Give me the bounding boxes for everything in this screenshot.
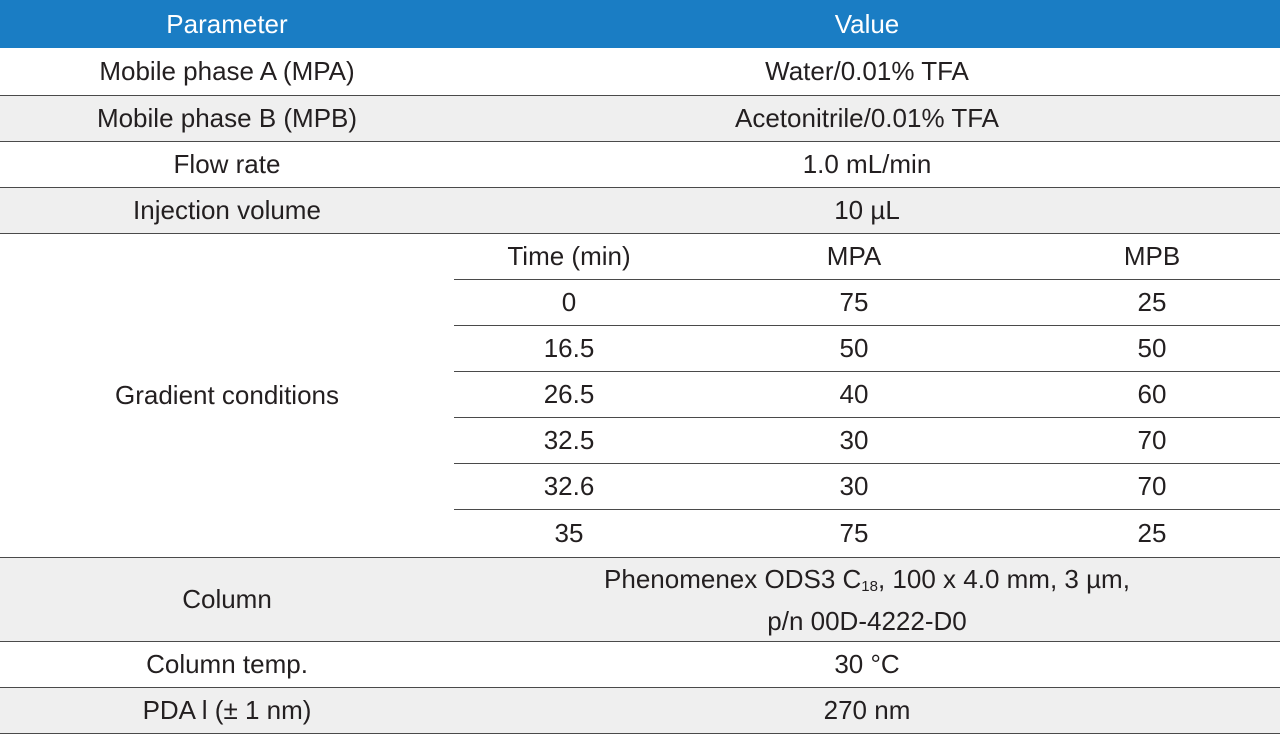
gradient-mpb: 50 <box>1137 333 1167 363</box>
gradient-time: 16.5 <box>543 333 595 363</box>
gradient-row: Gradient conditions Time (min) MPA MPB 0… <box>0 234 1280 558</box>
param-cell: Mobile phase A (MPA) <box>99 56 355 86</box>
column-value-line1: Phenomenex ODS3 C18, 100 x 4.0 mm, 3 µm, <box>604 562 1130 604</box>
gradient-col-mpa: MPA <box>826 241 882 271</box>
value-cell: Water/0.01% TFA <box>765 56 969 86</box>
gradient-mpa: 50 <box>839 333 869 363</box>
header-value: Value <box>834 8 900 39</box>
gradient-header-row: Time (min) MPA MPB <box>454 234 1280 280</box>
gradient-col-mpb: MPB <box>1123 241 1181 271</box>
value-cell: Acetonitrile/0.01% TFA <box>735 103 999 133</box>
param-cell: Column temp. <box>146 649 308 679</box>
table-header-row: Parameter Value <box>0 0 1280 48</box>
table-row: Flow rate 1.0 mL/min <box>0 142 1280 188</box>
gradient-time: 35 <box>554 517 584 548</box>
table-row: Injection volume 10 µL <box>0 188 1280 234</box>
gradient-step-row: 35 75 25 <box>454 510 1280 556</box>
gradient-time: 32.6 <box>543 471 595 501</box>
gradient-param-cell: Gradient conditions <box>114 380 340 410</box>
gradient-mpa: 30 <box>839 471 869 501</box>
column-value-prefix: Phenomenex ODS3 C <box>604 563 862 594</box>
table-row: Column temp. 30 °C <box>0 642 1280 688</box>
table-row: PDA l (± 1 nm) 270 nm <box>0 688 1280 734</box>
gradient-step-row: 32.6 30 70 <box>454 464 1280 510</box>
column-value-cell: Phenomenex ODS3 C18, 100 x 4.0 mm, 3 µm,… <box>454 558 1280 641</box>
gradient-mpb: 25 <box>1137 517 1167 548</box>
gradient-step-row: 26.5 40 60 <box>454 372 1280 418</box>
param-cell: Column <box>182 584 272 614</box>
table-row: Mobile phase B (MPB) Acetonitrile/0.01% … <box>0 96 1280 142</box>
param-cell: Mobile phase B (MPB) <box>96 103 358 133</box>
value-cell: 30 °C <box>834 649 900 679</box>
value-cell: 1.0 mL/min <box>802 149 932 179</box>
gradient-time: 0 <box>561 287 577 317</box>
gradient-time: 26.5 <box>543 379 595 409</box>
column-value-line2: p/n 00D-4222-D0 <box>767 605 967 636</box>
gradient-mpb: 60 <box>1137 379 1167 409</box>
value-cell: 270 nm <box>823 695 911 725</box>
param-cell: Flow rate <box>173 149 281 179</box>
gradient-mpb: 70 <box>1137 471 1167 501</box>
gradient-col-time: Time (min) <box>507 241 631 271</box>
gradient-mpb: 70 <box>1137 425 1167 455</box>
gradient-step-row: 16.5 50 50 <box>454 326 1280 372</box>
gradient-time: 32.5 <box>543 425 595 455</box>
gradient-mpb: 25 <box>1137 287 1167 317</box>
gradient-mpa: 75 <box>839 517 869 548</box>
value-cell: 10 µL <box>834 195 900 225</box>
gradient-mpa: 40 <box>839 379 869 409</box>
gradient-mpa: 30 <box>839 425 869 455</box>
param-cell: Injection volume <box>133 195 321 225</box>
column-row: Column Phenomenex ODS3 C18, 100 x 4.0 mm… <box>0 558 1280 642</box>
gradient-mpa: 75 <box>839 287 869 317</box>
gradient-step-row: 0 75 25 <box>454 280 1280 326</box>
gradient-step-row: 32.5 30 70 <box>454 418 1280 464</box>
column-value-suffix: , 100 x 4.0 mm, 3 µm, <box>877 563 1130 594</box>
column-value-subscript: 18 <box>861 577 878 595</box>
header-parameter: Parameter <box>166 8 288 39</box>
table-row: Mobile phase A (MPA) Water/0.01% TFA <box>0 48 1280 96</box>
param-cell: PDA l (± 1 nm) <box>142 695 312 725</box>
